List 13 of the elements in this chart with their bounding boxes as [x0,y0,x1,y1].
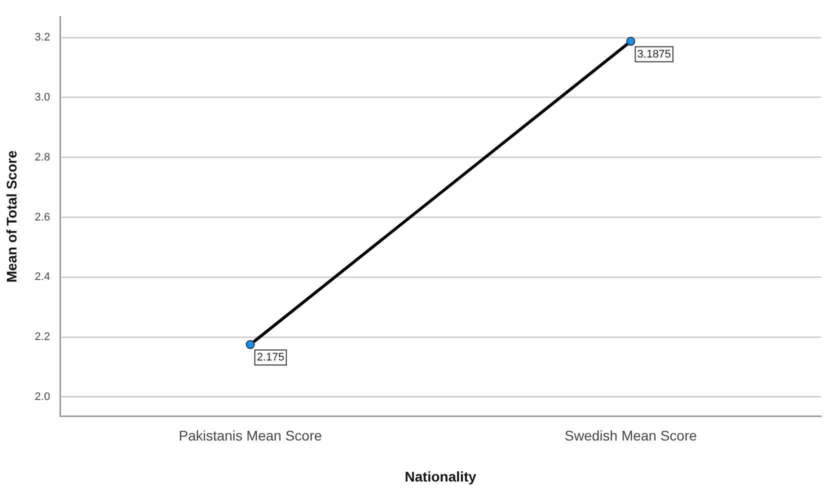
data-label: 3.1875 [637,48,671,60]
x-tick-label: Pakistanis Mean Score [178,428,322,444]
y-tick-label: 2.8 [34,151,50,164]
x-tick-label: Swedish Mean Score [564,428,698,444]
y-tick-label: 2.2 [34,331,50,344]
y-axis-title: Mean of Total Score [3,150,20,282]
y-tick-label: 3.0 [34,91,50,104]
y-tick-label: 3.2 [34,32,50,44]
y-tick-label: 2.0 [34,390,50,403]
y-tick-label: 2.6 [34,211,50,224]
data-label: 2.175 [256,352,284,364]
x-axis-title: Nationality [404,468,477,484]
y-tick-label: 2.4 [34,271,50,284]
